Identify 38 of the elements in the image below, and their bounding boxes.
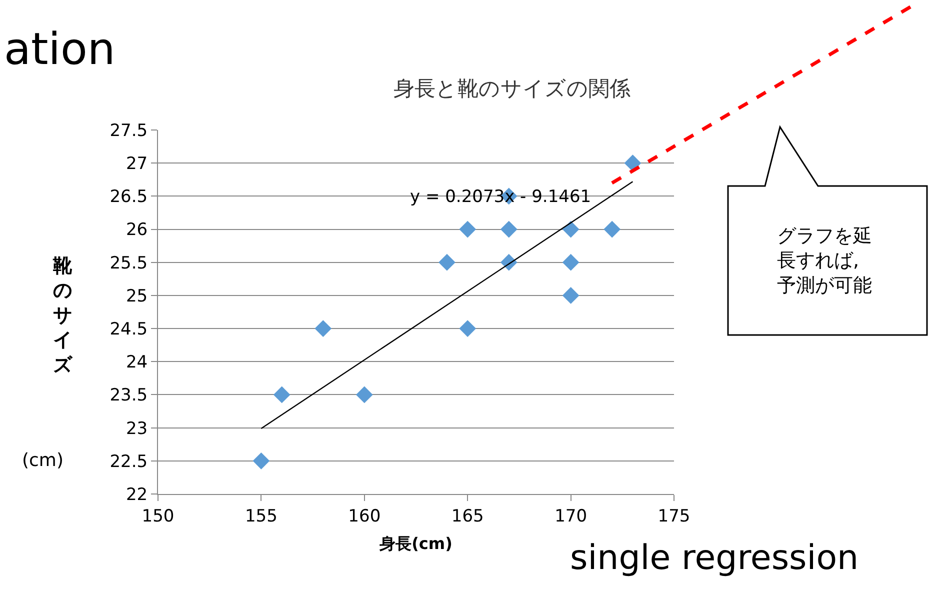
x-axis-title: 身長(cm)	[378, 534, 452, 554]
x-tick-label: 165	[451, 506, 484, 526]
x-tick-label: 160	[348, 506, 381, 526]
point	[459, 220, 476, 238]
text: (cm)	[22, 450, 64, 471]
point	[356, 386, 373, 404]
y-tick-label: 26	[126, 220, 148, 240]
y-tick-label: 22.5	[110, 452, 148, 472]
x-tick-label: 175	[658, 506, 690, 526]
point	[562, 254, 580, 271]
x-tick-label: 150	[142, 506, 174, 526]
point	[562, 287, 580, 304]
point	[252, 452, 270, 470]
x-tick-label: 155	[244, 506, 278, 526]
point	[604, 220, 621, 238]
y-tick-label: 25	[126, 286, 148, 306]
point	[438, 254, 456, 271]
x-tick-label: 170	[554, 506, 588, 526]
y-tick-label: 23.5	[110, 386, 148, 406]
point	[459, 320, 476, 337]
chart-title: 身長と靴のサイズの関係	[394, 76, 630, 100]
y-tick-label: 27	[126, 154, 148, 174]
y-tick-label: 24	[126, 352, 148, 373]
text: ation	[4, 24, 116, 75]
y-tick-label: 26.5	[110, 187, 148, 208]
point	[273, 386, 290, 404]
point	[314, 320, 332, 337]
y-tick-label: 27.5	[110, 120, 148, 141]
point	[624, 154, 642, 172]
y-tick-label: 25.5	[110, 253, 148, 274]
y-tick-label: 23	[126, 418, 148, 439]
y-tick-label: 22	[126, 484, 148, 505]
text: single regression	[570, 538, 859, 578]
text: グラフを延長すれば,予測が可能	[777, 225, 872, 296]
y-tick-label: 24.5	[110, 320, 148, 340]
y-axis-title: 靴のサイズ	[52, 255, 73, 376]
point	[500, 220, 518, 238]
point	[562, 220, 580, 238]
